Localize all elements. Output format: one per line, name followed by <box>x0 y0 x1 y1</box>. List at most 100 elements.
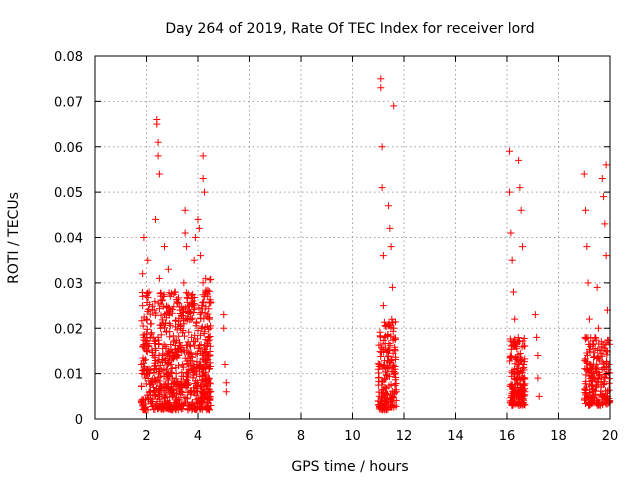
data-point <box>183 395 191 403</box>
data-point <box>192 370 200 378</box>
data-point <box>507 352 515 360</box>
data-point <box>381 333 389 341</box>
data-point <box>149 351 157 359</box>
data-point <box>195 224 203 232</box>
data-point <box>506 188 514 196</box>
x-tick-labels: 0 2 4 6 8 10 12 14 16 18 20 <box>91 429 618 444</box>
data-point <box>201 323 209 331</box>
data-point <box>162 328 170 336</box>
data-point <box>204 374 212 382</box>
data-point <box>151 353 159 361</box>
data-point <box>170 338 178 346</box>
data-point <box>137 397 145 405</box>
y-tick-labels: 0 0.01 0.02 0.03 0.04 0.05 0.06 0.07 0.08 <box>54 50 83 428</box>
data-point <box>510 341 518 349</box>
data-point <box>182 289 190 297</box>
data-point <box>595 372 603 380</box>
data-point <box>521 388 529 396</box>
data-point <box>150 306 158 314</box>
data-point <box>392 373 400 381</box>
data-point <box>382 400 390 408</box>
data-point <box>197 308 205 316</box>
data-point <box>517 375 525 383</box>
data-point <box>207 275 215 283</box>
data-point <box>534 374 542 382</box>
data-point <box>179 329 187 337</box>
data-point <box>517 390 525 398</box>
data-point <box>172 370 180 378</box>
data-point <box>595 401 603 409</box>
data-point <box>154 299 162 307</box>
data-point <box>198 399 206 407</box>
data-point <box>188 314 196 322</box>
data-point <box>602 339 610 347</box>
data-point <box>159 292 167 300</box>
data-point <box>600 378 608 386</box>
data-point <box>374 381 382 389</box>
scatter-points <box>137 75 614 414</box>
data-point <box>148 398 156 406</box>
data-point <box>582 365 590 373</box>
data-point <box>156 403 164 411</box>
data-point <box>165 399 173 407</box>
data-point <box>220 324 228 332</box>
data-point <box>159 350 167 358</box>
data-point <box>199 152 207 160</box>
data-point <box>168 392 176 400</box>
data-point <box>596 356 604 364</box>
data-point <box>202 274 210 282</box>
data-point <box>389 327 397 335</box>
data-point <box>158 297 166 305</box>
data-point <box>391 365 399 373</box>
data-point <box>515 337 523 345</box>
data-point <box>378 143 386 151</box>
axis-ticks <box>94 55 611 420</box>
data-point <box>182 243 190 251</box>
data-point <box>581 386 589 394</box>
data-point <box>222 388 230 396</box>
data-point <box>202 288 210 296</box>
data-point <box>151 366 159 374</box>
data-point <box>601 220 609 228</box>
data-point <box>175 351 183 359</box>
data-point <box>200 385 208 393</box>
data-point <box>186 388 194 396</box>
x-tick-label: 16 <box>499 429 516 444</box>
data-point <box>597 350 605 358</box>
data-point <box>383 347 391 355</box>
data-point <box>158 383 166 391</box>
data-point <box>139 322 147 330</box>
data-point <box>512 391 520 399</box>
data-point <box>388 356 396 364</box>
data-point <box>205 365 213 373</box>
data-point <box>382 384 390 392</box>
data-point <box>512 342 520 350</box>
data-point <box>589 377 597 385</box>
data-point <box>141 400 149 408</box>
data-point <box>151 344 159 352</box>
data-point <box>392 388 400 396</box>
y-tick-label: 0 <box>75 413 83 428</box>
data-point <box>155 340 163 348</box>
data-point <box>506 382 514 390</box>
data-point <box>374 360 382 368</box>
data-point <box>141 356 149 364</box>
data-point <box>598 175 606 183</box>
data-point <box>586 364 594 372</box>
data-point <box>196 331 204 339</box>
data-point <box>157 324 165 332</box>
data-point <box>603 389 611 397</box>
data-point <box>533 333 541 341</box>
data-point <box>189 405 197 413</box>
data-point <box>587 342 595 350</box>
data-point <box>519 401 527 409</box>
data-point <box>165 307 173 315</box>
data-point <box>385 340 393 348</box>
data-point <box>386 373 394 381</box>
data-point <box>174 299 182 307</box>
y-axis-label: ROTI / TECUs <box>6 192 22 284</box>
data-point <box>378 377 386 385</box>
data-point <box>191 234 199 241</box>
data-point <box>200 363 208 371</box>
data-point <box>150 362 158 370</box>
